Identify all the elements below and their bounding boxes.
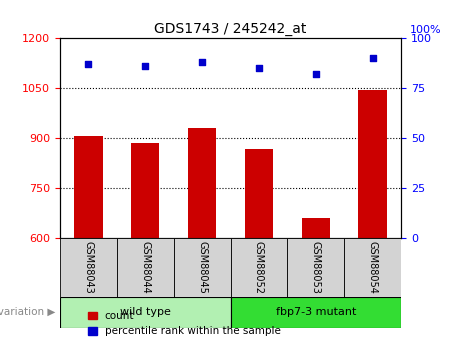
- Bar: [74, 136, 102, 238]
- Point: [85, 61, 92, 67]
- Legend: count, percentile rank within the sample: count, percentile rank within the sample: [88, 311, 281, 336]
- Point: [369, 55, 376, 61]
- Point: [312, 71, 319, 77]
- Bar: [131, 143, 160, 238]
- Bar: [245, 149, 273, 238]
- Text: genotype/variation ▶: genotype/variation ▶: [0, 307, 55, 317]
- FancyBboxPatch shape: [60, 297, 230, 328]
- FancyBboxPatch shape: [287, 238, 344, 297]
- Point: [142, 63, 149, 69]
- Text: GSM88054: GSM88054: [367, 241, 378, 294]
- Title: GDS1743 / 245242_at: GDS1743 / 245242_at: [154, 21, 307, 36]
- Bar: [188, 128, 216, 238]
- Text: GSM88045: GSM88045: [197, 241, 207, 294]
- FancyBboxPatch shape: [117, 238, 174, 297]
- Text: GSM88043: GSM88043: [83, 241, 94, 294]
- Text: fbp7-3 mutant: fbp7-3 mutant: [276, 307, 356, 317]
- Text: wild type: wild type: [120, 307, 171, 317]
- Text: GSM88044: GSM88044: [140, 241, 150, 294]
- FancyBboxPatch shape: [174, 238, 230, 297]
- Bar: [358, 90, 387, 238]
- FancyBboxPatch shape: [60, 238, 117, 297]
- FancyBboxPatch shape: [344, 238, 401, 297]
- Text: GSM88053: GSM88053: [311, 241, 321, 294]
- Text: GSM88052: GSM88052: [254, 241, 264, 294]
- Text: 100%: 100%: [409, 25, 441, 35]
- Point: [198, 59, 206, 65]
- Bar: [301, 218, 330, 238]
- FancyBboxPatch shape: [230, 238, 287, 297]
- Point: [255, 65, 263, 71]
- FancyBboxPatch shape: [230, 297, 401, 328]
